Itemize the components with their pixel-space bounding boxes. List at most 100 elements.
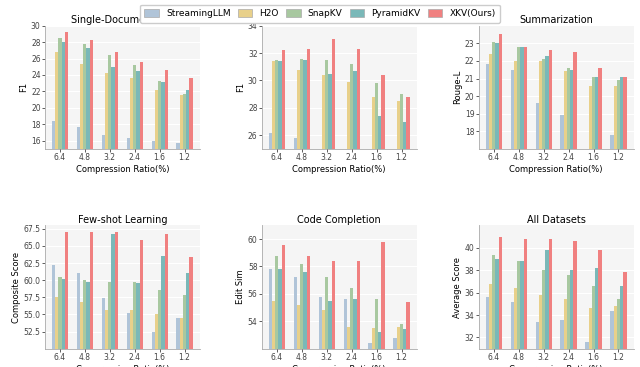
Bar: [536, 322, 539, 367]
Bar: [511, 302, 514, 367]
Bar: [55, 52, 58, 272]
Bar: [322, 310, 325, 367]
Bar: [278, 61, 282, 367]
X-axis label: Compression Ratio(%): Compression Ratio(%): [292, 364, 386, 367]
Bar: [275, 255, 278, 367]
Bar: [573, 241, 577, 367]
Bar: [548, 239, 552, 367]
Bar: [269, 269, 272, 367]
Bar: [372, 328, 375, 367]
Bar: [524, 47, 527, 367]
Bar: [300, 59, 303, 367]
Bar: [492, 41, 495, 367]
Bar: [127, 138, 130, 272]
Bar: [158, 81, 161, 272]
Bar: [561, 320, 564, 367]
Bar: [570, 270, 573, 367]
Bar: [115, 52, 118, 272]
Bar: [375, 299, 378, 367]
Bar: [517, 47, 520, 367]
Y-axis label: Average Score: Average Score: [453, 257, 462, 317]
Y-axis label: F1: F1: [236, 82, 245, 92]
Bar: [133, 65, 136, 272]
Title: Summarization: Summarization: [519, 15, 593, 25]
Bar: [545, 56, 548, 367]
Bar: [155, 314, 158, 367]
Bar: [514, 61, 517, 367]
Bar: [111, 67, 115, 272]
Bar: [397, 101, 400, 367]
Bar: [83, 44, 86, 272]
Bar: [570, 70, 573, 367]
Bar: [353, 299, 356, 367]
Bar: [598, 250, 602, 367]
Bar: [489, 54, 492, 367]
Bar: [319, 297, 322, 367]
Bar: [548, 50, 552, 367]
Bar: [586, 342, 589, 367]
Bar: [369, 157, 372, 367]
Bar: [127, 313, 130, 367]
Bar: [307, 49, 310, 367]
Title: All Datasets: All Datasets: [527, 215, 586, 225]
Y-axis label: Edit Sim: Edit Sim: [236, 270, 245, 304]
Bar: [617, 299, 620, 367]
Bar: [108, 55, 111, 272]
Bar: [353, 71, 356, 367]
Bar: [489, 284, 492, 367]
Bar: [595, 268, 598, 367]
Bar: [332, 261, 335, 367]
Bar: [272, 301, 275, 367]
Bar: [381, 75, 385, 367]
Bar: [592, 286, 595, 367]
X-axis label: Compression Ratio(%): Compression Ratio(%): [76, 165, 169, 174]
Bar: [592, 77, 595, 367]
Bar: [105, 73, 108, 272]
Bar: [589, 86, 592, 367]
Bar: [183, 295, 186, 367]
Bar: [486, 65, 489, 367]
X-axis label: Compression Ratio(%): Compression Ratio(%): [292, 165, 386, 174]
Bar: [524, 239, 527, 367]
Bar: [486, 297, 489, 367]
Title: Few-shot Learning: Few-shot Learning: [77, 215, 167, 225]
Bar: [378, 116, 381, 367]
Bar: [403, 330, 406, 367]
Bar: [567, 68, 570, 367]
Bar: [58, 277, 61, 367]
Title: Code Completion: Code Completion: [298, 215, 381, 225]
Bar: [80, 64, 83, 272]
Bar: [164, 234, 168, 367]
Bar: [186, 273, 189, 367]
Bar: [614, 86, 617, 367]
Bar: [140, 240, 143, 367]
Bar: [539, 295, 542, 367]
Bar: [130, 78, 133, 272]
Bar: [611, 135, 614, 367]
Bar: [520, 261, 524, 367]
Bar: [542, 270, 545, 367]
Bar: [180, 318, 183, 367]
Bar: [158, 290, 161, 367]
Bar: [356, 261, 360, 367]
Bar: [492, 255, 495, 367]
Bar: [586, 149, 589, 367]
Bar: [55, 297, 58, 367]
Bar: [152, 332, 155, 367]
Bar: [623, 272, 627, 367]
Bar: [272, 61, 275, 367]
Bar: [275, 60, 278, 367]
Bar: [278, 269, 282, 367]
Y-axis label: Composite Score: Composite Score: [12, 251, 21, 323]
Bar: [397, 327, 400, 367]
Y-axis label: Rouge-L: Rouge-L: [453, 70, 462, 105]
X-axis label: Compression Ratio(%): Compression Ratio(%): [76, 364, 169, 367]
Bar: [573, 52, 577, 367]
Bar: [269, 132, 272, 367]
Bar: [90, 40, 93, 272]
Bar: [344, 299, 347, 367]
Bar: [561, 116, 564, 367]
Bar: [65, 32, 68, 272]
Bar: [598, 68, 602, 367]
Bar: [294, 138, 297, 367]
